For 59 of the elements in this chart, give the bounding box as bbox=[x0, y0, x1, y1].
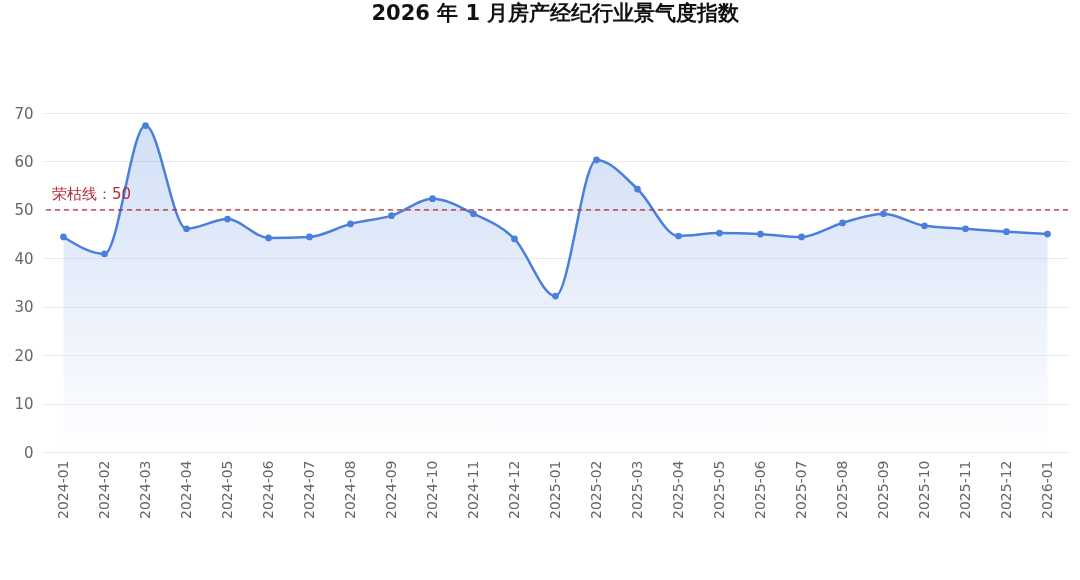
point bbox=[224, 215, 231, 223]
x-tick-label: 2024-01 bbox=[55, 460, 71, 519]
y-tick-label: 0 bbox=[23, 443, 34, 462]
point bbox=[798, 233, 805, 241]
point bbox=[716, 229, 723, 237]
point bbox=[101, 250, 108, 258]
x-tick-label: 2024-12 bbox=[506, 460, 522, 519]
point bbox=[347, 220, 354, 228]
y-tick-label: 10 bbox=[14, 395, 34, 414]
x-tick-label: 2025-10 bbox=[916, 460, 932, 519]
y-tick-label: 60 bbox=[14, 152, 34, 171]
x-tick-label: 2025-04 bbox=[670, 460, 686, 519]
point bbox=[306, 233, 313, 241]
x-tick-label: 2025-02 bbox=[588, 460, 604, 519]
y-tick-label: 30 bbox=[14, 298, 34, 317]
y-tick-label: 20 bbox=[14, 346, 34, 365]
chart-title: 2026 年 1 月房产经纪行业景气度指数 bbox=[371, 1, 741, 25]
point bbox=[675, 232, 682, 240]
x-tick-label: 2024-04 bbox=[178, 460, 194, 519]
point bbox=[880, 210, 887, 218]
point bbox=[839, 219, 846, 227]
x-tick-label: 2026-01 bbox=[1039, 460, 1055, 519]
x-tick-label: 2025-08 bbox=[834, 460, 850, 519]
point bbox=[634, 185, 641, 193]
y-tick-label: 50 bbox=[14, 201, 34, 220]
x-tick-label: 2024-09 bbox=[383, 460, 399, 519]
x-tick-label: 2025-11 bbox=[957, 460, 973, 519]
x-tick-label: 2025-06 bbox=[752, 460, 768, 519]
point bbox=[183, 225, 190, 233]
y-tick-label: 40 bbox=[14, 249, 34, 268]
x-tick-label: 2025-07 bbox=[793, 460, 809, 519]
x-tick-label: 2025-09 bbox=[875, 460, 891, 519]
point bbox=[142, 122, 149, 129]
point bbox=[511, 235, 518, 243]
x-tick-label: 2025-01 bbox=[547, 460, 563, 519]
x-tick-label: 2025-05 bbox=[711, 460, 727, 519]
point bbox=[757, 230, 764, 238]
x-tick-label: 2025-03 bbox=[629, 460, 645, 519]
x-tick-label: 2024-07 bbox=[301, 460, 317, 519]
point bbox=[593, 156, 600, 164]
x-tick-label: 2025-12 bbox=[998, 460, 1014, 519]
point bbox=[552, 292, 559, 300]
point bbox=[1044, 230, 1051, 238]
x-tick-label: 2024-03 bbox=[137, 460, 153, 519]
point bbox=[921, 222, 928, 230]
x-tick-label: 2024-05 bbox=[219, 460, 235, 519]
point bbox=[388, 212, 395, 220]
x-tick-label: 2024-08 bbox=[342, 460, 358, 519]
point bbox=[470, 210, 477, 218]
point bbox=[265, 234, 272, 242]
point bbox=[60, 233, 67, 241]
x-tick-label: 2024-06 bbox=[260, 460, 276, 519]
point bbox=[962, 225, 969, 233]
point bbox=[429, 195, 436, 203]
x-tick-label: 2024-10 bbox=[424, 460, 440, 519]
x-tick-label: 2024-02 bbox=[96, 460, 112, 519]
y-tick-label: 70 bbox=[14, 104, 34, 123]
x-tick-label: 2024-11 bbox=[465, 460, 481, 519]
point bbox=[1003, 228, 1010, 235]
